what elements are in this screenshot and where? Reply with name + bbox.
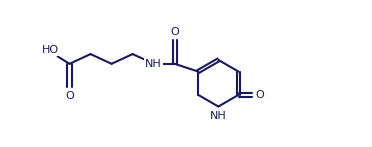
Text: O: O xyxy=(170,27,179,37)
Text: NH: NH xyxy=(145,59,162,69)
Text: O: O xyxy=(65,91,74,101)
Text: HO: HO xyxy=(42,45,59,55)
Text: NH: NH xyxy=(210,111,227,121)
Text: O: O xyxy=(256,90,264,100)
